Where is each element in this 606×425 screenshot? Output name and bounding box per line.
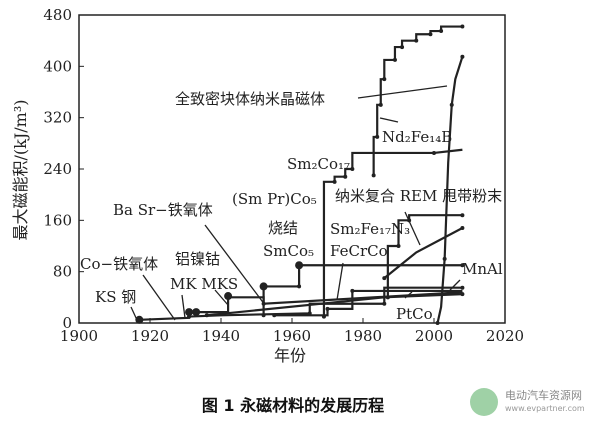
leader-line <box>142 274 176 321</box>
leader-line <box>449 279 461 291</box>
data-point <box>350 288 355 293</box>
series-line-3 <box>386 214 463 298</box>
data-point <box>325 306 330 311</box>
data-point <box>272 313 277 318</box>
milestone-point <box>224 292 233 301</box>
annotation: 烧结 <box>268 219 298 237</box>
annotation: (Sm Pr)Co₅ <box>232 190 317 208</box>
leader-line <box>379 117 399 123</box>
watermark-logo: 电动汽车资源网 www.evpartner.com <box>470 388 585 416</box>
x-tick-label: 1940 <box>202 327 240 345</box>
figure-caption: 图 1 永磁材料的发展历程 <box>202 396 384 415</box>
data-point <box>332 179 337 184</box>
data-point <box>460 226 465 231</box>
series-line-2 <box>436 56 464 324</box>
y-tick-label: 160 <box>43 211 72 229</box>
data-point <box>392 57 397 62</box>
leader-line <box>214 289 229 306</box>
leader-line <box>404 211 421 246</box>
data-point <box>460 24 465 29</box>
leader-line <box>404 291 413 299</box>
annotation: FeCrCo <box>330 242 388 260</box>
annotation: PtCo <box>396 305 433 323</box>
leader-lines <box>130 85 461 321</box>
data-point <box>442 256 447 261</box>
watermark-name: 电动汽车资源网 <box>505 388 582 402</box>
series-line-8 <box>274 289 463 317</box>
data-point <box>460 263 465 268</box>
milestone-point <box>295 261 304 270</box>
data-point <box>396 244 401 248</box>
data-point <box>378 102 383 107</box>
series-line-7 <box>189 286 463 318</box>
data-point <box>449 102 454 107</box>
annotation: Co−铁氧体 <box>80 255 158 273</box>
data-point <box>432 150 436 155</box>
data-point <box>428 32 433 37</box>
x-axis-label: 年份 <box>274 346 306 365</box>
leader-line <box>204 224 266 306</box>
series-line-1 <box>322 148 463 317</box>
annotation: SmCo₅ <box>263 242 314 260</box>
leader-line <box>181 294 186 319</box>
milestone-point <box>135 315 144 324</box>
annotation: KS 钢 <box>95 288 136 306</box>
annotation: 纳米复合 REM 甩带粉末 <box>335 187 502 205</box>
data-point <box>414 38 419 43</box>
y-tick-label: 80 <box>53 263 72 281</box>
series-line-0 <box>372 25 463 176</box>
y-tick-label: 320 <box>43 109 72 127</box>
data-point <box>460 213 465 218</box>
data-point <box>382 77 387 82</box>
y-tick-label: 480 <box>43 6 72 24</box>
leader-line <box>130 306 138 321</box>
data-point <box>382 276 387 281</box>
annotation: Ba Sr−铁氧体 <box>113 201 213 219</box>
milestone-point <box>192 308 201 317</box>
x-tick-label: 1980 <box>344 327 382 345</box>
y-tick-label: 400 <box>43 57 72 75</box>
annotation: Nd₂Fe₁₄B <box>382 128 452 146</box>
annotation: MK MKS <box>170 275 238 293</box>
leader-line <box>336 262 344 301</box>
data-point <box>460 285 465 290</box>
x-tick-label: 1900 <box>60 327 98 345</box>
x-tick-label: 2000 <box>415 327 453 345</box>
logo-icon <box>470 388 498 416</box>
series-line-4 <box>383 227 463 279</box>
data-point <box>343 174 348 179</box>
data-point <box>400 45 405 50</box>
x-tick-label: 2020 <box>486 327 524 345</box>
data-point <box>204 313 209 318</box>
data-point <box>439 29 444 34</box>
series-line-9 <box>206 293 463 317</box>
leader-line <box>357 85 448 99</box>
data-point <box>460 54 465 59</box>
annotation: 全致密块体纳米晶磁体 <box>175 90 325 108</box>
watermark-url: www.evpartner.com <box>505 404 585 413</box>
data-point <box>371 173 376 178</box>
milestone-point <box>185 308 194 317</box>
data-point <box>375 134 380 139</box>
data-point <box>350 167 355 171</box>
data-point <box>460 292 465 297</box>
annotation: Sm₂Fe₁₇N₃ <box>330 220 410 238</box>
data-point <box>435 321 440 325</box>
data-point <box>382 301 387 306</box>
x-tick-label: 1920 <box>131 327 169 345</box>
milestone-point <box>259 282 268 291</box>
x-tick-label: 1960 <box>273 327 311 345</box>
annotation: 铝镍钴 <box>175 250 220 268</box>
data-point <box>297 284 302 289</box>
y-tick-label: 0 <box>62 314 72 332</box>
y-tick-label: 240 <box>43 160 72 178</box>
y-axis-label: 最大磁能积/(kJ/m³) <box>11 100 30 241</box>
annotation: MnAl <box>462 260 503 278</box>
annotation: Sm₂Co₁₇ <box>287 155 350 173</box>
